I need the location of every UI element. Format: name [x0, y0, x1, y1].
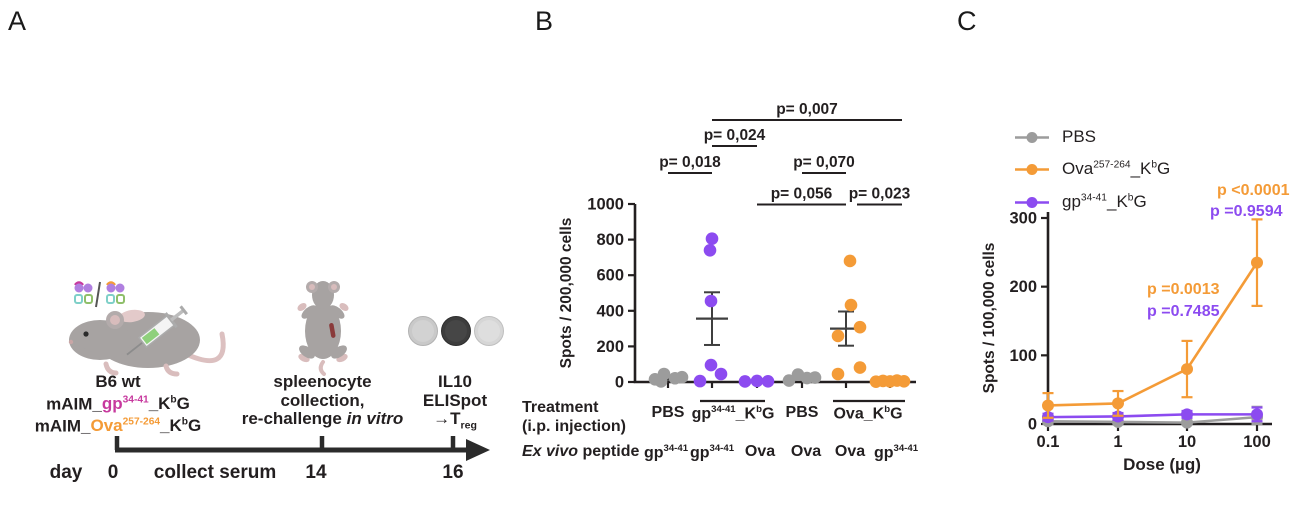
svg-text:Dose (µg): Dose (µg) [1123, 455, 1201, 474]
svg-text:p= 0,070: p= 0,070 [793, 154, 855, 171]
molecule-ova-icon [106, 281, 125, 304]
spleen-caption: spleenocyte collection, re-challenge in … [241, 372, 404, 428]
pvalue-ova-top: p <0.0001 [1217, 182, 1290, 199]
spleen-mark [329, 323, 336, 338]
legend-item-gp: gp34-41_KbG [1014, 192, 1147, 212]
treg-label: →Treg [433, 409, 477, 432]
timeline-day14: 14 [305, 462, 327, 483]
treatment-label-gp: gp34-41_KbG [691, 404, 775, 423]
treatment-row-header-line2: (i.p. injection) [522, 418, 626, 435]
timeline-serum-label: collect serum [153, 462, 277, 483]
elispot-wells-icon [408, 316, 504, 346]
in-vitro-text: in vitro [346, 409, 404, 428]
svg-text:p= 0,056: p= 0,056 [771, 186, 833, 203]
panel-a-letter: A [8, 6, 27, 36]
mouse-spleen-illustration [297, 281, 349, 376]
exvivo-row-header: Ex vivo peptide [522, 443, 640, 460]
gp-antigen-text: gp34-41 [101, 394, 149, 414]
panel-b-letter: B [535, 6, 554, 36]
mouse-strain-label: B6 wt [95, 372, 141, 391]
injection-caption: B6 wt mAIM_gp34-41_KbG mAIM_Ova257-264_K… [18, 372, 218, 436]
svg-text:600: 600 [596, 267, 624, 285]
svg-text:Spots / 200,000 cells: Spots / 200,000 cells [558, 218, 575, 369]
pvalue-gp-mid: p =0.7485 [1147, 303, 1220, 320]
svg-text:Spots / 100,000 cells: Spots / 100,000 cells [981, 243, 998, 394]
mouse-injection-illustration [68, 305, 226, 377]
exvivo-label-3: Ova [744, 443, 776, 460]
mouse-tail [318, 360, 326, 376]
timeline-day16: 16 [442, 462, 464, 483]
timeline-arrow [114, 436, 490, 461]
svg-text:1000: 1000 [587, 196, 624, 214]
mouse-eye [83, 331, 89, 337]
svg-text:p= 0,023: p= 0,023 [849, 186, 911, 203]
svg-text:p= 0,018: p= 0,018 [659, 154, 721, 171]
svg-text:0.1: 0.1 [1037, 433, 1060, 451]
svg-text:p= 0,024: p= 0,024 [704, 127, 766, 144]
gp-marker-icon [1015, 196, 1049, 208]
pvalue-gp-top: p =0.9594 [1210, 203, 1283, 220]
arrowhead-icon [466, 439, 490, 461]
treatment-label-ova: Ova_KbG [833, 404, 903, 423]
svg-text:200: 200 [1009, 278, 1037, 296]
construct-ova-label: mAIM_Ova257-264_KbG [34, 416, 202, 436]
svg-text:10: 10 [1178, 433, 1196, 451]
svg-text:1: 1 [1113, 433, 1122, 451]
svg-text:400: 400 [596, 302, 624, 320]
treatment-label-pbs-1: PBS [651, 404, 685, 421]
svg-text:p= 0,007: p= 0,007 [776, 101, 838, 118]
pbs-marker-icon [1015, 131, 1049, 143]
legend-item-ova: Ova257-264_KbG [1014, 159, 1170, 179]
pvalue-ova-mid: p =0.0013 [1147, 281, 1220, 298]
panel-b-chart: 0 200 400 600 800 1000 Spots / 200,000 cells p=… [558, 101, 916, 403]
slash-divider [95, 281, 101, 308]
treatment-row-header-line1: Treatment [522, 399, 599, 416]
syringe-icon [126, 305, 188, 356]
molecule-gp-icon [74, 281, 93, 304]
svg-text:300: 300 [1009, 210, 1037, 228]
svg-text:100: 100 [1009, 347, 1037, 365]
ova-antigen-text: Ova257-264 [90, 416, 161, 436]
legend-item-pbs: PBS [1014, 127, 1096, 147]
treatment-label-pbs-2: PBS [785, 404, 819, 421]
exvivo-label-5: Ova [834, 443, 866, 460]
exvivo-label-1: gp34-41 [643, 443, 689, 462]
svg-text:0: 0 [615, 374, 624, 392]
exvivo-label-6: gp34-41 [873, 443, 919, 462]
construct-gp-label: mAIM_gp34-41_KbG [46, 394, 190, 414]
panel-c-letter: C [957, 6, 977, 36]
svg-text:200: 200 [596, 338, 624, 356]
svg-text:800: 800 [596, 231, 624, 249]
svg-text:0: 0 [1028, 416, 1037, 434]
elispot-caption: IL10 ELISpot →Treg [405, 372, 505, 435]
timeline-day-label: day [49, 462, 83, 483]
exvivo-label-4: Ova [790, 443, 822, 460]
panel-c-chart: 0 100 200 300 0.1 1 10 100 Dose (µg) Spots / 100,… [981, 210, 1272, 474]
vaccine-molecules-icon [74, 281, 125, 308]
timeline-day0: 0 [107, 462, 119, 483]
mouse-tail [183, 331, 226, 364]
svg-text:100: 100 [1243, 433, 1271, 451]
ova-marker-icon [1015, 163, 1049, 175]
exvivo-label-2: gp34-41 [689, 443, 735, 462]
